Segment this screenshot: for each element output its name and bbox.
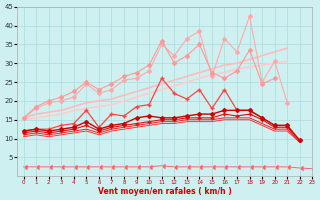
- X-axis label: Vent moyen/en rafales ( km/h ): Vent moyen/en rafales ( km/h ): [98, 187, 232, 196]
